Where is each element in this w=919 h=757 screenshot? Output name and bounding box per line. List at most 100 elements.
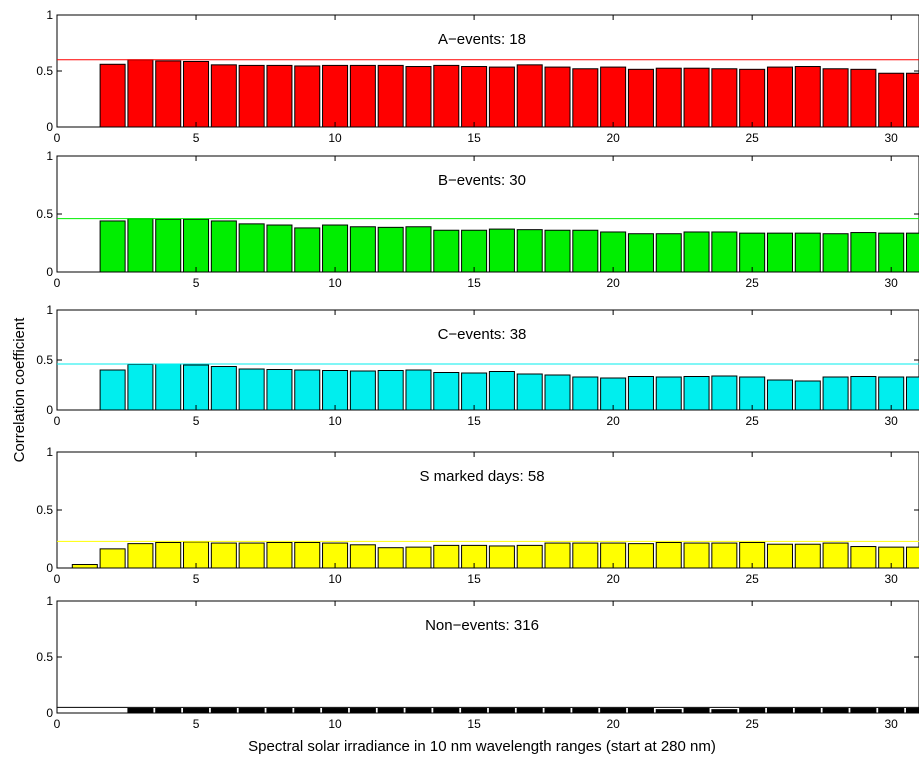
bar: [878, 72, 905, 128]
y-tick-label: 0.5: [36, 64, 53, 78]
bar: [572, 376, 599, 411]
bar: [127, 543, 154, 569]
bar: [822, 542, 849, 569]
x-tick-label: 5: [193, 131, 200, 145]
bar: [627, 68, 654, 128]
bar: [266, 541, 293, 569]
bar: [627, 233, 654, 273]
y-tick-label: 1: [46, 8, 53, 22]
bar: [183, 60, 210, 128]
bar: [349, 370, 376, 411]
bar: [794, 708, 821, 714]
x-tick-label: 10: [328, 276, 342, 290]
bar: [377, 64, 404, 128]
panel-title: Non−events: 316: [425, 617, 539, 634]
bar: [544, 229, 571, 273]
x-tick-label: 15: [467, 276, 481, 290]
panel-title: S marked days: 58: [419, 468, 544, 485]
x-tick-label: 25: [745, 276, 759, 290]
bar: [488, 66, 515, 128]
x-tick-label: 5: [193, 717, 200, 731]
bar: [99, 220, 126, 273]
bar: [739, 232, 766, 273]
bar: [294, 65, 321, 128]
bar: [322, 224, 349, 273]
x-tick-label: 15: [467, 717, 481, 731]
panel-3: 0 5 10 15 20 25 30 0 0.5 1 C−events: 38: [36, 303, 919, 428]
x-tick-label: 10: [328, 572, 342, 586]
y-tick-label: 1: [46, 303, 53, 317]
bar: [850, 376, 877, 411]
bar: [238, 368, 265, 411]
bar: [461, 372, 488, 411]
bar: [600, 66, 627, 128]
bar: [488, 228, 515, 273]
bar: [155, 218, 182, 273]
bar: [739, 68, 766, 128]
x-tick-label: 25: [745, 717, 759, 731]
bar: [433, 64, 460, 128]
bar: [878, 232, 905, 273]
panel-2: 0 5 10 15 20 25 30 0 0.5 1 B−events: 30: [36, 149, 919, 290]
x-tick-label: 0: [54, 131, 61, 145]
y-tick-label: 1: [46, 594, 53, 608]
bar: [572, 708, 599, 714]
bar: [544, 708, 571, 714]
x-tick-label: 25: [745, 414, 759, 428]
bar: [266, 64, 293, 128]
bar: [711, 375, 738, 411]
bar: [322, 64, 349, 128]
bar: [433, 229, 460, 273]
bar: [516, 373, 543, 411]
bar: [850, 68, 877, 128]
bar: [266, 224, 293, 273]
y-tick-label: 0.5: [36, 207, 53, 221]
bar: [377, 547, 404, 569]
bar: [99, 548, 126, 569]
bar: [127, 708, 154, 714]
bar: [711, 231, 738, 273]
bar: [766, 232, 793, 273]
y-axis-label: Correlation coefficient: [11, 317, 28, 463]
y-tick-label: 0: [46, 403, 53, 417]
bar: [405, 369, 432, 411]
bar: [627, 376, 654, 411]
x-tick-label: 15: [467, 572, 481, 586]
panel-1: 0 5 10 15 20 25 30 0 0.5 1 A−events: 18: [36, 8, 919, 145]
x-tick-label: 10: [328, 414, 342, 428]
bar: [294, 541, 321, 569]
x-tick-label: 0: [54, 572, 61, 586]
bar: [183, 364, 210, 411]
bar: [238, 542, 265, 569]
bar: [405, 708, 432, 714]
x-tick-label: 5: [193, 572, 200, 586]
bar: [655, 233, 682, 273]
panel-title: B−events: 30: [438, 172, 526, 189]
bar: [655, 67, 682, 128]
bar: [766, 379, 793, 411]
bar: [377, 370, 404, 411]
bar: [461, 229, 488, 273]
panel-4: 0 5 10 15 20 25 30 0 0.5 1 S marked days: 58: [36, 445, 919, 586]
x-tick-label: 20: [606, 572, 620, 586]
bar: [405, 546, 432, 569]
y-tick-label: 0.5: [36, 503, 53, 517]
bar: [683, 708, 710, 714]
bar: [238, 223, 265, 273]
bar: [544, 66, 571, 128]
y-tick-label: 0: [46, 561, 53, 575]
bar: [433, 708, 460, 714]
bar: [794, 66, 821, 128]
x-tick-label: 20: [606, 414, 620, 428]
x-tick-label: 15: [467, 414, 481, 428]
x-tick-label: 15: [467, 131, 481, 145]
x-tick-label: 30: [885, 414, 899, 428]
y-tick-label: 1: [46, 445, 53, 459]
y-tick-label: 1: [46, 149, 53, 163]
bar: [905, 546, 919, 569]
bar: [238, 708, 265, 714]
bar: [183, 218, 210, 273]
bar: [794, 232, 821, 273]
x-tick-label: 20: [606, 276, 620, 290]
